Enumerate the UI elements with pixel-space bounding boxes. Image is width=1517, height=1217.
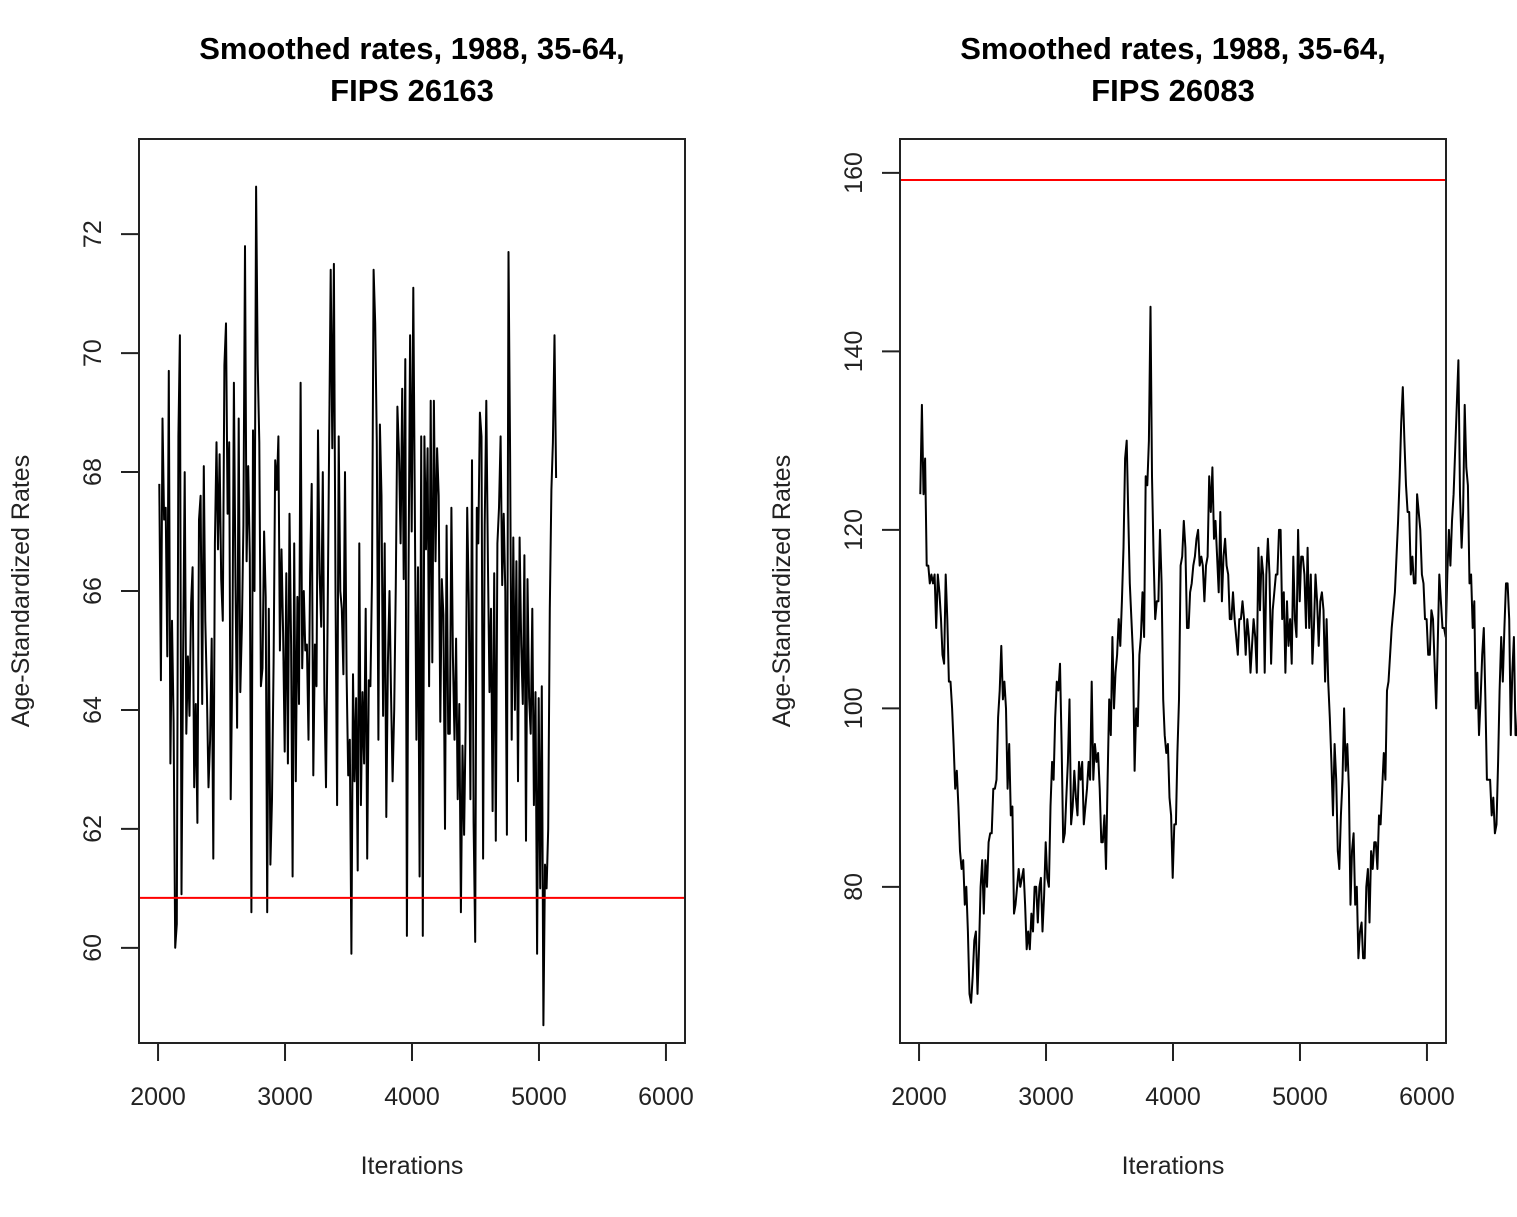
y-axis-label: Age-Standardized Rates [7, 455, 35, 727]
y-tick-label: 120 [840, 509, 868, 551]
plot-box [899, 138, 1447, 1044]
x-axis-label: Iterations [361, 1152, 464, 1180]
x-tick-label: 4000 [1145, 1083, 1201, 1111]
chart-title-line2: FIPS 26163 [330, 73, 494, 108]
x-axis-label: Iterations [1122, 1152, 1225, 1180]
chart-title-line1: Smoothed rates, 1988, 35-64, [199, 31, 625, 66]
y-tick-label: 62 [79, 815, 107, 843]
plot-box [138, 138, 686, 1044]
x-tick-label: 5000 [511, 1083, 567, 1111]
y-axis-label: Age-Standardized Rates [768, 455, 796, 727]
panel-right: Smoothed rates, 1988, 35-64, FIPS 26083 … [768, 31, 1517, 1180]
x-tick-label: 2000 [891, 1083, 947, 1111]
x-axis: 2000 3000 4000 5000 6000 [130, 1043, 694, 1111]
y-tick-label: 60 [79, 934, 107, 962]
y-tick-label: 70 [79, 339, 107, 367]
x-tick-label: 6000 [1399, 1083, 1455, 1111]
panel-left: Smoothed rates, 1988, 35-64, FIPS 26163 … [7, 31, 694, 1180]
y-tick-label: 160 [840, 152, 868, 194]
chart-title-line2: FIPS 26083 [1091, 73, 1255, 108]
x-axis: 2000 3000 4000 5000 6000 [891, 1043, 1455, 1111]
y-axis: 60 62 64 66 68 70 72 [79, 220, 139, 962]
chart-title-line1: Smoothed rates, 1988, 35-64, [960, 31, 1386, 66]
y-tick-label: 100 [840, 687, 868, 729]
x-tick-label: 5000 [1272, 1083, 1328, 1111]
y-tick-label: 140 [840, 331, 868, 373]
y-tick-label: 64 [79, 696, 107, 724]
y-tick-label: 72 [79, 220, 107, 248]
y-tick-label: 66 [79, 577, 107, 605]
x-tick-label: 6000 [638, 1083, 694, 1111]
x-tick-label: 2000 [130, 1083, 186, 1111]
x-tick-label: 4000 [384, 1083, 440, 1111]
y-tick-label: 80 [840, 873, 868, 901]
x-tick-label: 3000 [257, 1083, 313, 1111]
y-axis: 80 100 120 140 160 [840, 152, 900, 901]
y-tick-label: 68 [79, 458, 107, 486]
series-line [919, 305, 1517, 1004]
x-tick-label: 3000 [1018, 1083, 1074, 1111]
series-line [158, 185, 558, 1027]
